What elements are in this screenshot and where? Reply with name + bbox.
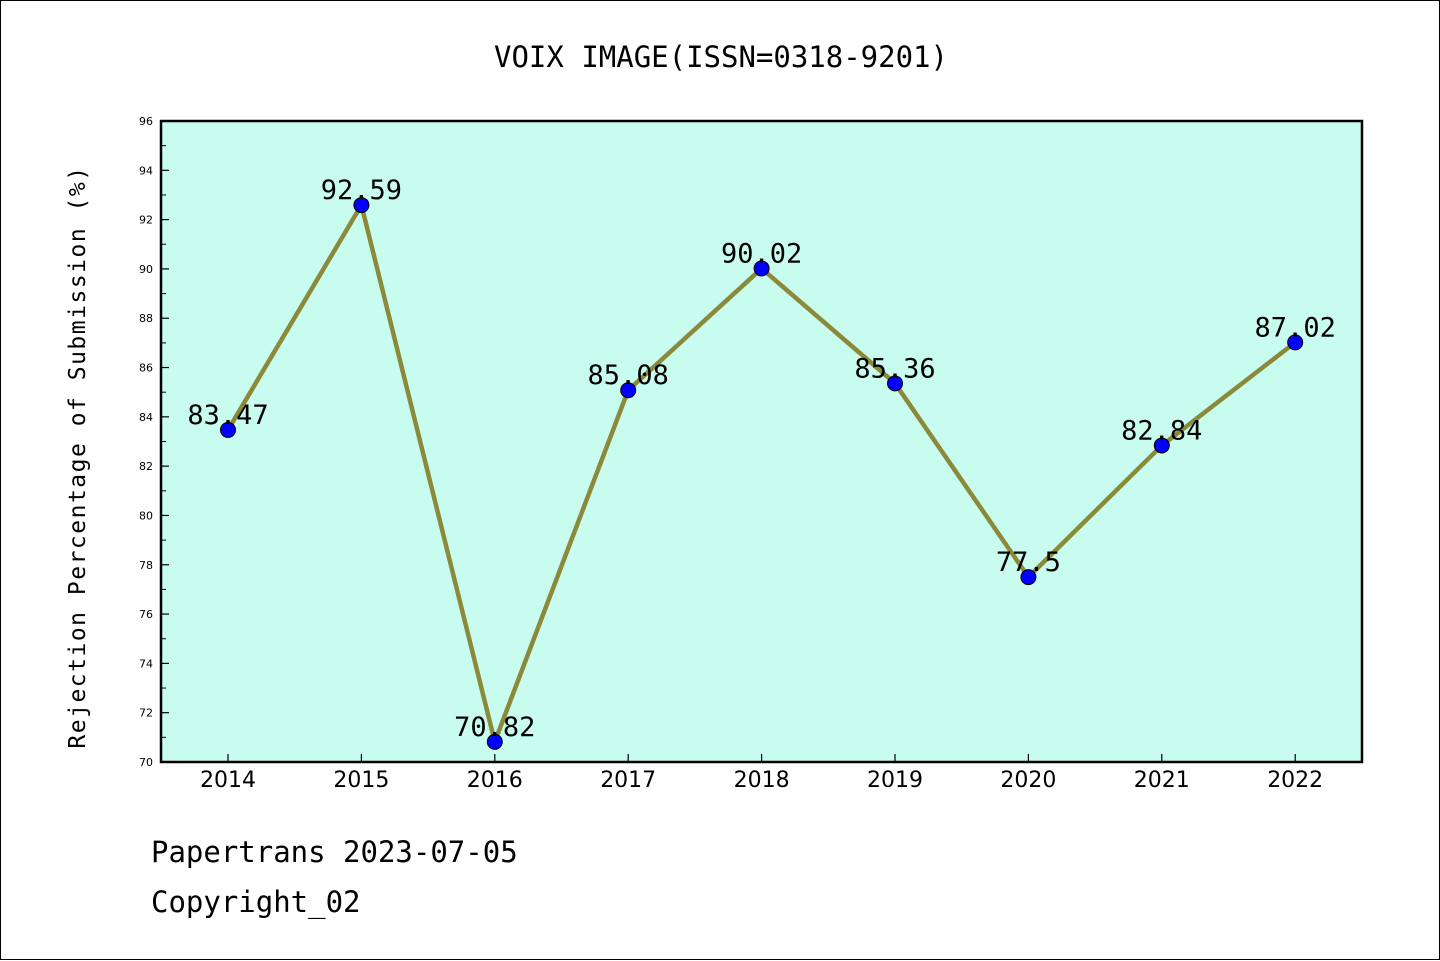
- data-point: [1020, 569, 1037, 586]
- x-tick-label: 2016: [467, 768, 523, 793]
- data-label: 85.36: [854, 353, 935, 384]
- y-tick-label: 90: [139, 263, 153, 276]
- data-label: 87.02: [1255, 312, 1336, 343]
- data-label: 83.47: [187, 400, 268, 431]
- y-axis-label: Rejection Percentage of Submission (%): [65, 165, 91, 748]
- y-tick-label: 94: [139, 164, 153, 177]
- x-tick-label: 2015: [333, 768, 389, 793]
- x-tick-label: 2017: [600, 768, 656, 793]
- data-point: [1153, 437, 1170, 454]
- y-tick-label: 82: [139, 460, 153, 473]
- footer-source: Papertrans 2023-07-05: [151, 835, 518, 869]
- chart-title: VOIX IMAGE(ISSN=0318-9201): [494, 40, 948, 74]
- data-label: 70.82: [454, 712, 535, 743]
- y-tick-label: 88: [139, 312, 153, 325]
- data-labels: 83.47 92.59 70.82 85.08 90.02 85.36 77.5 82.84 8…: [187, 175, 1335, 743]
- y-tick-label: 78: [139, 559, 153, 572]
- x-tick-label: 2022: [1267, 768, 1323, 793]
- x-tick-label: 2020: [1000, 768, 1056, 793]
- data-label: 92.59: [321, 175, 402, 206]
- y-tick-label: 74: [139, 657, 153, 670]
- x-tick-label: 2019: [867, 768, 923, 793]
- x-axis: 2014 2015 2016 2017 2018 2019 2020 2021 2022: [200, 754, 1323, 793]
- y-tick-label: 96: [139, 115, 153, 128]
- data-label: 90.02: [721, 238, 802, 269]
- data-label: 77.5: [996, 547, 1061, 578]
- data-point: [353, 197, 370, 214]
- x-tick-label: 2014: [200, 768, 256, 793]
- y-tick-label: 92: [139, 214, 153, 227]
- data-point: [1287, 334, 1304, 351]
- data-point: [753, 260, 770, 277]
- data-point: [887, 375, 903, 392]
- y-tick-label: 72: [139, 707, 153, 720]
- y-tick-label: 70: [139, 756, 153, 769]
- x-tick-label: 2021: [1134, 768, 1190, 793]
- y-axis: 70 72 74 76 78 80 82 84 86 88 90 92 94 96: [139, 115, 169, 769]
- data-point: [486, 733, 503, 750]
- data-label: 85.08: [588, 360, 669, 391]
- data-label: 82.84: [1121, 415, 1202, 446]
- series-markers: [220, 197, 1304, 750]
- footer-copyright: Copyright_02: [151, 885, 361, 919]
- y-tick-label: 76: [139, 608, 153, 621]
- y-tick-label: 80: [139, 509, 153, 522]
- data-point: [220, 421, 236, 438]
- y-tick-label: 86: [139, 362, 153, 375]
- x-tick-label: 2018: [734, 768, 790, 793]
- data-point: [620, 382, 637, 399]
- y-tick-label: 84: [139, 411, 153, 424]
